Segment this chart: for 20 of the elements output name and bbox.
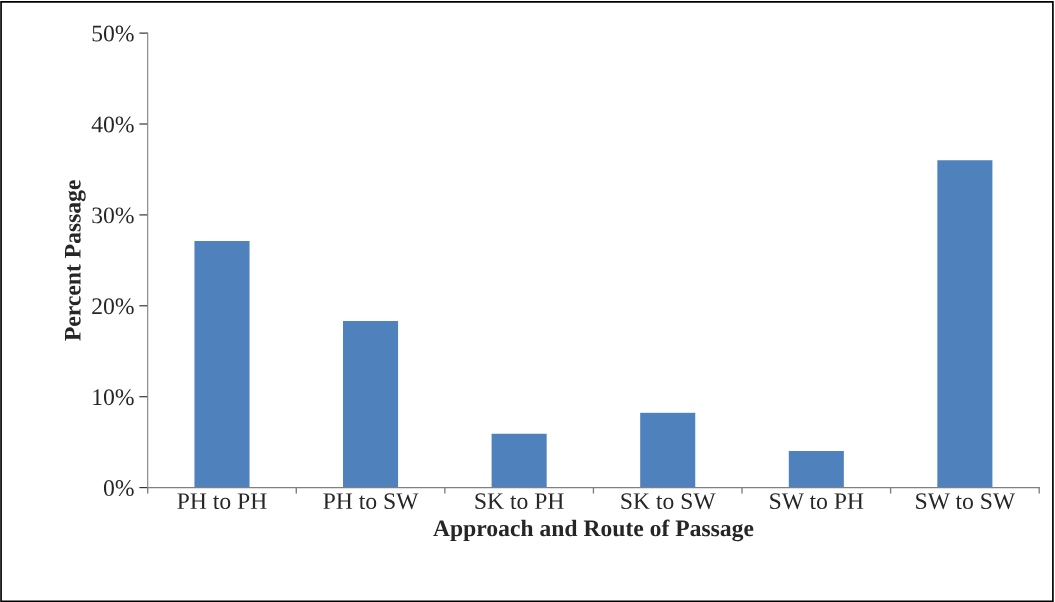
y-tick-label: 30%	[92, 207, 134, 224]
y-tick-label: 10%	[93, 389, 134, 406]
y-axis-title: Percent Passage	[65, 180, 86, 341]
x-tick-label: SW to SW	[916, 493, 1016, 510]
y-tick-label: 0%	[103, 480, 134, 497]
bar	[787, 449, 846, 488]
y-tick-label: 20%	[92, 298, 134, 315]
x-tick-label: PH to SW	[323, 493, 419, 510]
x-tick-label: SW to PH	[770, 493, 864, 510]
x-tick-label: PH to PH	[177, 493, 267, 510]
bar	[638, 411, 697, 488]
y-tick-label: 50%	[92, 25, 134, 42]
x-tick-label: SK to SW	[621, 493, 716, 510]
bar	[341, 319, 400, 488]
y-tick-label: 40%	[91, 116, 134, 133]
x-axis-title: Approach and Route of Passage	[433, 519, 754, 542]
x-tick-label: SK to PH	[475, 493, 564, 510]
bar	[193, 239, 251, 488]
bar	[490, 432, 549, 488]
bar	[935, 158, 994, 488]
